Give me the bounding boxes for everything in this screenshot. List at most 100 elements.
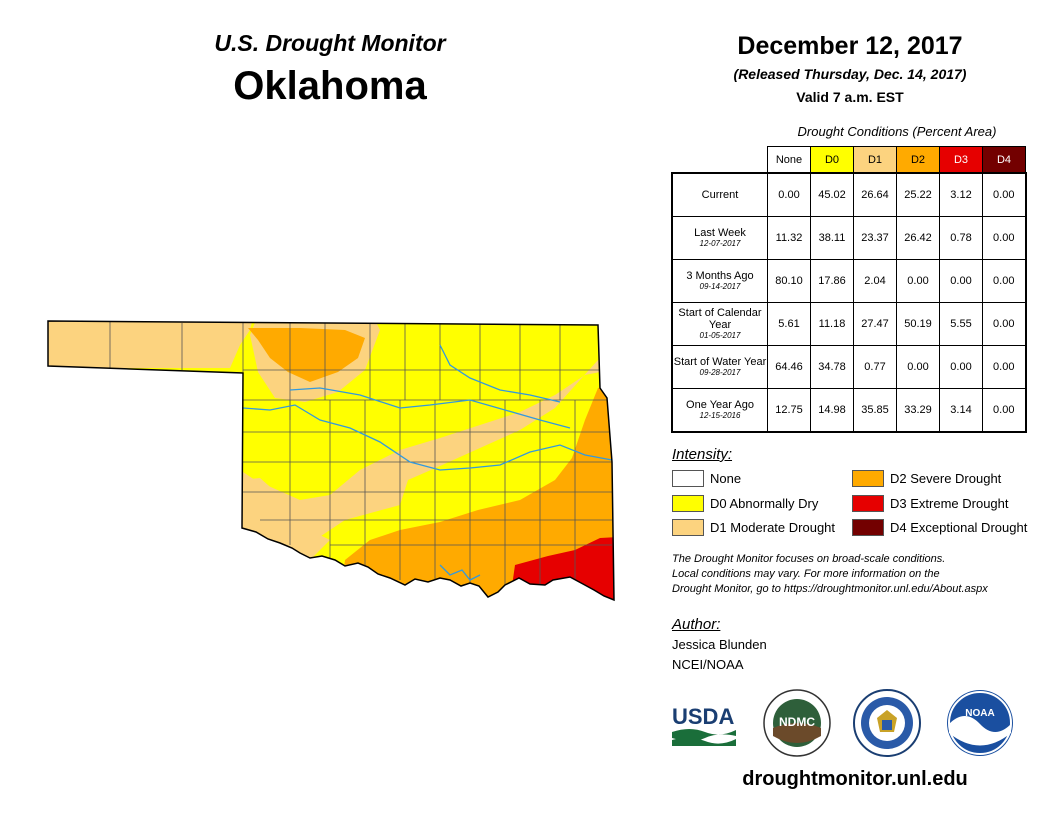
cell-d4: 0.00 (982, 259, 1027, 303)
cell-none: 11.32 (767, 216, 811, 260)
d1-panhandle-strip (48, 321, 255, 368)
cell-d3: 0.00 (939, 259, 983, 303)
intensity-heading: Intensity: (672, 446, 733, 463)
legend-swatch (672, 495, 704, 512)
cell-d2: 0.00 (896, 345, 940, 389)
legend-label: D0 Abnormally Dry (710, 496, 819, 511)
ndmc-logo: NDMC (763, 689, 831, 757)
noaa-bird-icon (949, 716, 1011, 746)
drought-conditions-table: None D0 D1 D2 D3 D4 Current 0.00 45.02 2… (671, 146, 1027, 433)
cell-d1: 23.37 (853, 216, 897, 260)
usda-logo-text: USDA (672, 704, 734, 729)
cell-d2: 50.19 (896, 302, 940, 346)
table-row-one-year-ago: One Year Ago 12-15-2016 12.75 14.98 35.85… (671, 388, 1027, 433)
commerce-seal (853, 689, 921, 757)
cell-d4: 0.00 (982, 345, 1027, 389)
col-header-d2: D2 (896, 146, 940, 174)
col-header-d0: D0 (810, 146, 854, 174)
footer-url[interactable]: droughtmonitor.unl.edu (742, 768, 968, 790)
row-label-text: Last Week (694, 227, 746, 239)
cell-d0: 17.86 (810, 259, 854, 303)
disclaimer-note: The Drought Monitor focuses on broad-sca… (672, 552, 1042, 597)
row-label-text: 3 Months Ago (686, 270, 754, 282)
legend-item-d4: D4 Exceptional Drought (852, 519, 1027, 536)
cell-d2: 33.29 (896, 388, 940, 433)
cell-d0: 38.11 (810, 216, 854, 260)
monitor-title: U.S. Drought Monitor (214, 30, 446, 56)
row-label-text: Current (701, 189, 739, 201)
cell-d2: 0.00 (896, 259, 940, 303)
row-label: One Year Ago 12-15-2016 (671, 388, 768, 433)
author-org: NCEI/NOAA (672, 657, 744, 672)
col-header-none: None (767, 146, 811, 174)
cell-d2: 26.42 (896, 216, 940, 260)
ndmc-soil-icon (773, 723, 821, 743)
table-row-start-of-calendar-year: Start of Calendar Year 01-05-2017 5.61 11… (671, 302, 1027, 346)
row-label: Start of Calendar Year 01-05-2017 (671, 302, 768, 346)
cell-d1: 0.77 (853, 345, 897, 389)
col-header-d4: D4 (982, 146, 1026, 174)
cell-d3: 3.12 (939, 172, 983, 217)
legend-label: D1 Moderate Drought (710, 520, 836, 535)
cell-d4: 0.00 (982, 172, 1027, 217)
table-row-current: Current 0.00 45.02 26.64 25.22 3.12 0.00 (671, 172, 1027, 217)
author-name: Jessica Blunden (672, 637, 767, 652)
row-date: 12-15-2016 (699, 411, 741, 420)
row-label: Last Week 12-07-2017 (671, 216, 768, 260)
author-heading: Author: (672, 616, 721, 633)
row-date: 12-07-2017 (699, 239, 741, 248)
cell-d3: 0.78 (939, 216, 983, 260)
table-row-3-months-ago: 3 Months Ago 09-14-2017 80.10 17.86 2.04 … (671, 259, 1027, 303)
legend-label: D3 Extreme Drought (890, 496, 1009, 511)
cell-d0: 34.78 (810, 345, 854, 389)
cell-d1: 2.04 (853, 259, 897, 303)
cell-d3: 3.14 (939, 388, 983, 433)
col-header-d1: D1 (853, 146, 897, 174)
cell-d3: 0.00 (939, 345, 983, 389)
cell-d3: 5.55 (939, 302, 983, 346)
state-title: Oklahoma (233, 64, 427, 108)
row-label: Current (671, 172, 768, 217)
table-row-last-week: Last Week 12-07-2017 11.32 38.11 23.37 26… (671, 216, 1027, 260)
legend-swatch (852, 519, 884, 536)
row-date: 09-28-2017 (699, 368, 741, 377)
map-date: December 12, 2017 (737, 32, 963, 60)
legend-item-d1: D1 Moderate Drought (672, 519, 835, 536)
d2-northwest-area (248, 328, 365, 382)
note-line: Local conditions may vary. For more info… (672, 568, 940, 580)
row-label-text: Start of Water Year (673, 356, 767, 368)
note-line: The Drought Monitor focuses on broad-sca… (672, 553, 946, 565)
rivers (242, 344, 613, 581)
cell-none: 0.00 (767, 172, 811, 217)
valid-time: Valid 7 a.m. EST (796, 89, 904, 105)
cell-none: 64.46 (767, 345, 811, 389)
noaa-logo-text: NOAA (965, 708, 994, 719)
noaa-logo: NOAA (947, 690, 1013, 756)
usda-logo: USDA (672, 704, 736, 746)
d1-southeast-band (240, 360, 614, 552)
cell-none: 80.10 (767, 259, 811, 303)
cell-d1: 35.85 (853, 388, 897, 433)
cell-none: 12.75 (767, 388, 811, 433)
cell-none: 5.61 (767, 302, 811, 346)
cell-d0: 14.98 (810, 388, 854, 433)
cell-d1: 26.64 (853, 172, 897, 217)
cell-d1: 27.47 (853, 302, 897, 346)
cell-d0: 45.02 (810, 172, 854, 217)
legend-swatch (852, 470, 884, 487)
table-corner (672, 147, 768, 174)
cell-d0: 11.18 (810, 302, 854, 346)
row-label: 3 Months Ago 09-14-2017 (671, 259, 768, 303)
legend-label: D2 Severe Drought (890, 471, 1002, 486)
cell-d4: 0.00 (982, 216, 1027, 260)
legend-swatch (672, 470, 704, 487)
legend-item-d3: D3 Extreme Drought (852, 495, 1009, 512)
legend-item-none: None (672, 470, 741, 487)
legend-item-d2: D2 Severe Drought (852, 470, 1001, 487)
row-label: Start of Water Year 09-28-2017 (671, 345, 768, 389)
county-lines (109, 322, 612, 590)
row-label-text: Start of Calendar Year (678, 307, 762, 331)
cell-d2: 25.22 (896, 172, 940, 217)
ndmc-logo-text: NDMC (779, 715, 815, 729)
row-date: 01-05-2017 (699, 331, 741, 340)
